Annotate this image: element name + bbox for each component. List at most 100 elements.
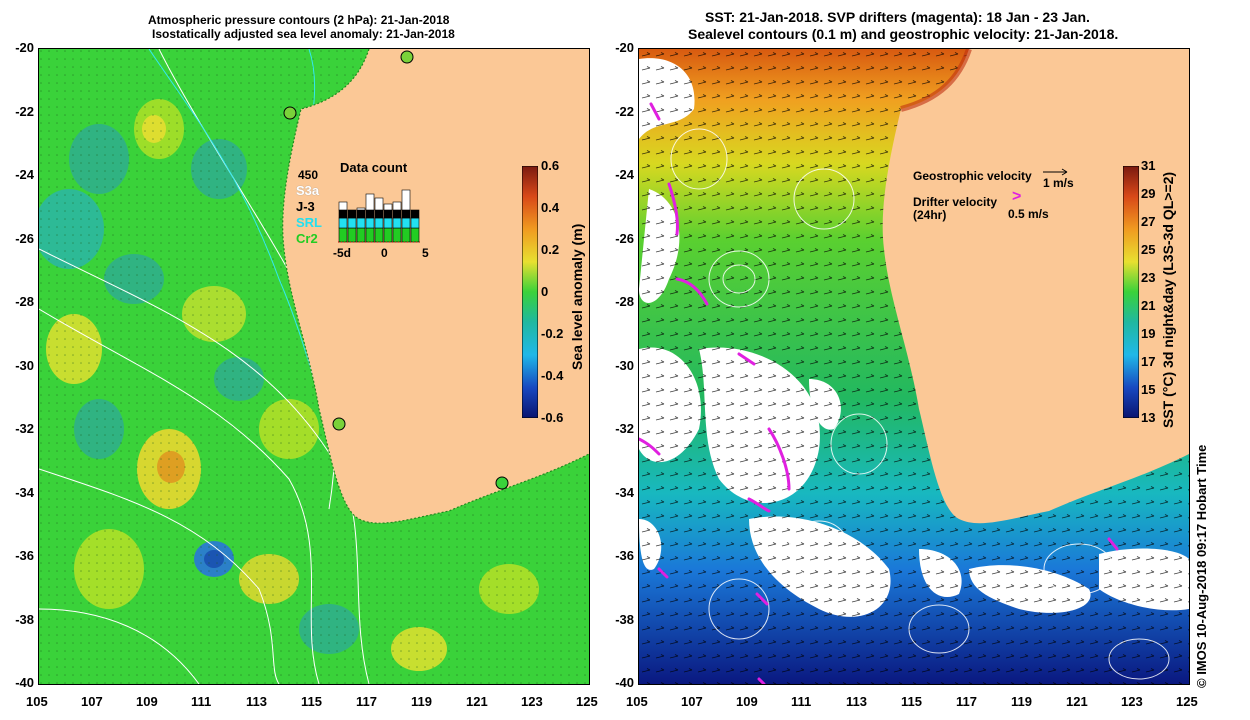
inset-x-label-3: 5: [422, 246, 429, 260]
x-tick-label: 125: [576, 694, 598, 709]
count-bar-segment: [383, 217, 393, 229]
y-tick-label: -30: [15, 357, 34, 373]
count-bar-segment: [356, 227, 366, 243]
satellite-label: J-3: [296, 199, 315, 214]
colorbar-tick-label: 0.2: [541, 242, 560, 257]
colorbar-tick-label: 17: [1141, 354, 1156, 369]
x-tick-label: 117: [956, 694, 977, 709]
sla-map-panel: [38, 48, 590, 685]
geo-velocity-label: Geostrophic velocity: [913, 169, 1032, 183]
y-tick-label: -28: [15, 294, 34, 309]
inset-x-label-2: 0: [381, 246, 388, 260]
count-bar-segment: [383, 209, 393, 219]
count-bar-segment: [401, 227, 411, 243]
colorbar-tick-label: -0.2: [541, 326, 564, 341]
sla-map: [39, 49, 589, 684]
drifter-velocity-label: Drifter velocity: [913, 195, 998, 209]
y-tick-label: -38: [615, 611, 634, 627]
y-tick-label: -26: [15, 230, 34, 246]
count-bar-segment: [410, 217, 420, 229]
x-tick-label: 119: [411, 694, 432, 709]
colorbar-tick-label: -0.6: [541, 410, 564, 425]
inset-title: Data count: [340, 160, 408, 175]
count-bar-segment: [356, 209, 366, 219]
colorbar-tick-label: 0.6: [541, 158, 560, 173]
sst-colorbar-label: SST (°C) 3d night&day (L3S-3d QL>=2): [1160, 171, 1176, 428]
right-title-line2: Sealevel contours (0.1 m) and geostrophi…: [688, 26, 1119, 42]
x-tick-label: 109: [736, 694, 758, 709]
x-tick-label: 123: [521, 694, 543, 709]
count-bar-segment: [383, 227, 393, 243]
satellite-label: Cr2: [296, 231, 318, 246]
count-bar-segment: [392, 217, 402, 229]
count-bar-segment: [365, 193, 375, 211]
y-tick-label: -30: [615, 357, 634, 373]
count-bar-segment: [338, 201, 348, 211]
x-tick-label: 121: [466, 694, 488, 709]
x-tick-label: 119: [1011, 694, 1032, 709]
count-bar-segment: [383, 203, 393, 211]
y-tick-label: -38: [15, 611, 34, 627]
y-tick-label: -22: [615, 103, 634, 119]
y-tick-label: -20: [615, 40, 634, 55]
count-bar-segment: [356, 207, 366, 211]
colorbar-tick-label: 27: [1141, 214, 1156, 229]
x-tick-label: 117: [356, 694, 377, 709]
count-bar-segment: [374, 197, 384, 211]
colorbar-tick-label: 25: [1141, 242, 1156, 257]
x-tick-label: 113: [846, 694, 867, 709]
count-bar-segment: [338, 217, 348, 229]
imos-credit: © IMOS 10-Aug-2018 09:17 Hobart Time: [1194, 444, 1209, 688]
x-tick-label: 107: [81, 694, 103, 709]
x-tick-label: 113: [246, 694, 267, 709]
count-bar-segment: [338, 209, 348, 219]
drifter-velocity-sublabel: (24hr): [913, 208, 947, 222]
sst-colorbar: [1123, 166, 1139, 418]
x-tick-label: 123: [1121, 694, 1143, 709]
x-tick-label: 115: [301, 694, 322, 709]
x-tick-label: 105: [626, 694, 648, 709]
sst-map-panel: [638, 48, 1190, 685]
count-bar-segment: [347, 209, 357, 219]
colorbar-tick-label: 13: [1141, 410, 1156, 425]
y-tick-label: -36: [15, 548, 34, 563]
y-tick-label: -34: [15, 484, 34, 500]
colorbar-tick-label: 23: [1141, 270, 1156, 285]
drifter-symbol: >: [1012, 188, 1022, 205]
colorbar-tick-label: 31: [1141, 158, 1156, 173]
y-tick-label: -28: [615, 294, 634, 309]
inset-x-label-1: -5d: [333, 246, 351, 260]
sst-map: [639, 49, 1189, 684]
count-bar-segment: [374, 217, 384, 229]
x-tick-label: 115: [901, 694, 922, 709]
colorbar-tick-label: 19: [1141, 326, 1156, 341]
colorbar-tick-label: 0.4: [541, 200, 560, 215]
y-tick-label: -40: [615, 675, 634, 690]
count-bar-segment: [338, 227, 348, 243]
count-bar-segment: [410, 209, 420, 219]
count-bar-segment: [374, 209, 384, 219]
y-tick-label: -26: [615, 230, 634, 246]
y-tick-label: -24: [615, 167, 634, 182]
data-count-bars: [338, 189, 422, 243]
y-tick-label: -34: [615, 484, 634, 500]
satellite-label: S3a: [296, 183, 320, 198]
x-tick-label: 107: [681, 694, 703, 709]
count-bar-segment: [401, 189, 411, 211]
x-tick-label: 109: [136, 694, 158, 709]
colorbar-tick-label: 0: [541, 284, 549, 299]
x-tick-label: 105: [26, 694, 48, 709]
sla-colorbar: [522, 166, 538, 418]
colorbar-tick-label: -0.4: [541, 368, 564, 383]
count-bar-segment: [401, 209, 411, 219]
count-bar-segment: [347, 227, 357, 243]
count-bar-segment: [365, 217, 375, 229]
count-bar-segment: [347, 217, 357, 229]
x-tick-label: 121: [1066, 694, 1088, 709]
inset-max-label: 450: [298, 168, 319, 182]
sla-colorbar-label: Sea level anomaly (m): [569, 223, 585, 370]
satellite-label: SRL: [296, 215, 322, 230]
drifter-velocity-scale: 0.5 m/s: [1008, 207, 1049, 221]
count-bar-segment: [410, 227, 420, 243]
x-tick-label: 125: [1176, 694, 1198, 709]
